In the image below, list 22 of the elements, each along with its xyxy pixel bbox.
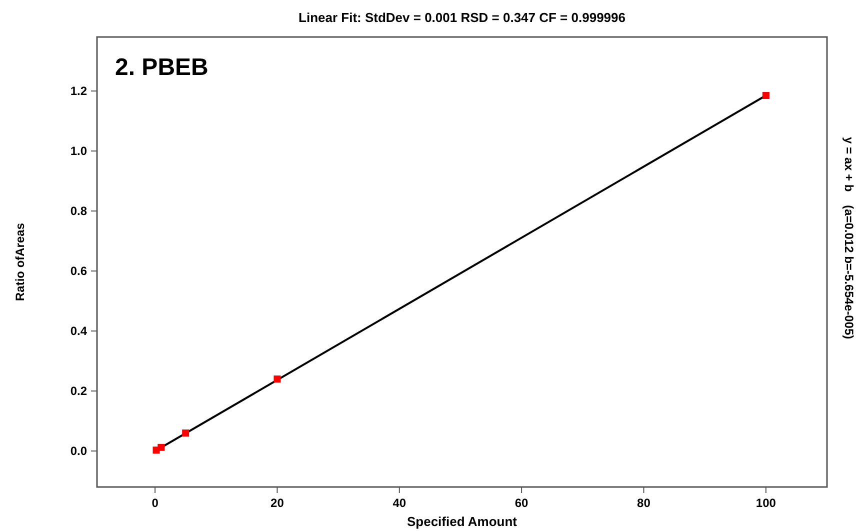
x-tick-label: 0 — [152, 496, 159, 510]
point — [158, 444, 165, 451]
y-axis-title: Ratio ofAreas — [13, 222, 27, 302]
point — [274, 376, 281, 382]
y-tick-label: 0.0 — [70, 444, 88, 458]
y-tick-label: 0.4 — [70, 324, 88, 338]
y-tick-label: 1.2 — [70, 84, 88, 98]
point — [762, 92, 770, 99]
point — [182, 430, 190, 436]
x-tick-label: 100 — [756, 496, 776, 510]
y-tick-label: 0.6 — [70, 264, 88, 278]
x-tick-label: 60 — [514, 496, 529, 510]
y-tick-label: 0.2 — [70, 384, 88, 398]
x-tick-label: 80 — [637, 496, 651, 510]
x-tick-label: 40 — [392, 496, 406, 510]
y-tick-label: 1.0 — [70, 144, 88, 158]
annotation: 2. PBEB — [115, 54, 208, 81]
x-tick-label: 20 — [270, 496, 284, 510]
text: y = ax + b (a=0.012 b=-5.654e-005) — [842, 137, 856, 340]
x-axis-title: Specified Amount — [406, 514, 518, 529]
y-tick-label: 0.8 — [70, 204, 88, 218]
chart-title: Linear Fit: StdDev = 0.001 RSD = 0.347 CF = 0.999996 — [298, 10, 626, 25]
